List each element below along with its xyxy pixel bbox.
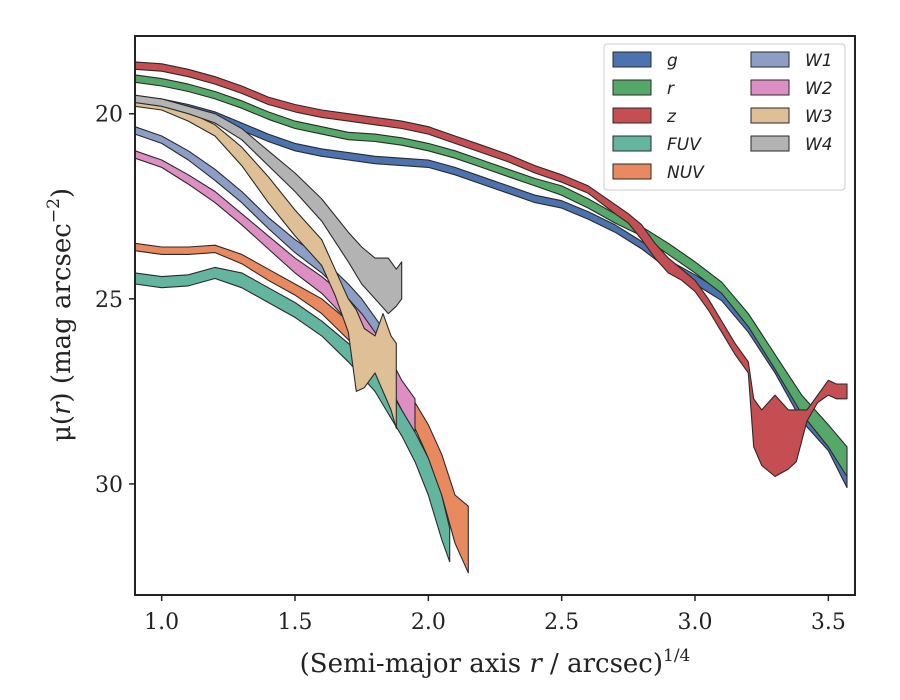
- x-axis-ticks: 1.0 1.5 2.0 2.5 3.0 3.5: [144, 595, 846, 635]
- x-tick-label: 3.5: [811, 610, 846, 635]
- legend-label-w1: W1: [805, 51, 833, 71]
- legend-label-w2: W2: [805, 79, 833, 99]
- legend-label-g: g: [667, 51, 678, 71]
- legend-label-w4: W4: [805, 135, 833, 155]
- legend-swatch-w4: [750, 135, 790, 152]
- legend-swatch-nuv: [612, 163, 652, 180]
- band-z: [134, 61, 848, 478]
- series-layer: [134, 61, 848, 574]
- band-fuv: [134, 266, 451, 563]
- x-tick-label: 1.0: [144, 610, 179, 635]
- y-tick-label: 30: [95, 473, 123, 498]
- x-tick-label: 3.0: [678, 610, 713, 635]
- legend-label-nuv: NUV: [667, 163, 705, 183]
- legend-swatch-fuv: [612, 135, 652, 152]
- band-r: [134, 74, 848, 478]
- legend: grz FUV NUV W1 W2 W3 W4: [603, 43, 846, 191]
- legend-swatch-z: [612, 107, 652, 124]
- band-w2: [134, 150, 416, 433]
- band-w3: [134, 98, 397, 429]
- legend-label-z: z: [666, 107, 677, 127]
- legend-label-fuv: FUV: [667, 135, 702, 155]
- legend-swatch-w1: [750, 51, 790, 68]
- y-axis-title: μ(r) (mag arcsec−2): [44, 188, 77, 442]
- x-axis-title: (Semi-major axis r / arcsec)1/4: [300, 646, 691, 679]
- x-tick-label: 2.0: [411, 610, 446, 635]
- band-w4: [134, 94, 403, 315]
- x-tick-label: 2.5: [544, 610, 579, 635]
- plot-frame: [134, 35, 856, 596]
- legend-label-r: r: [667, 79, 675, 99]
- x-tick-label: 1.5: [278, 610, 313, 635]
- legend-swatch-w3: [750, 107, 790, 124]
- band-nuv: [134, 242, 469, 574]
- y-axis-ticks: 20 25 30: [95, 103, 135, 498]
- y-tick-label: 20: [95, 103, 123, 128]
- legend-swatch-r: [612, 79, 652, 96]
- legend-swatch-w2: [750, 79, 790, 96]
- band-g: [134, 96, 848, 489]
- legend-swatch-g: [612, 51, 652, 68]
- y-tick-label: 25: [95, 288, 123, 313]
- legend-label-w3: W3: [805, 107, 833, 127]
